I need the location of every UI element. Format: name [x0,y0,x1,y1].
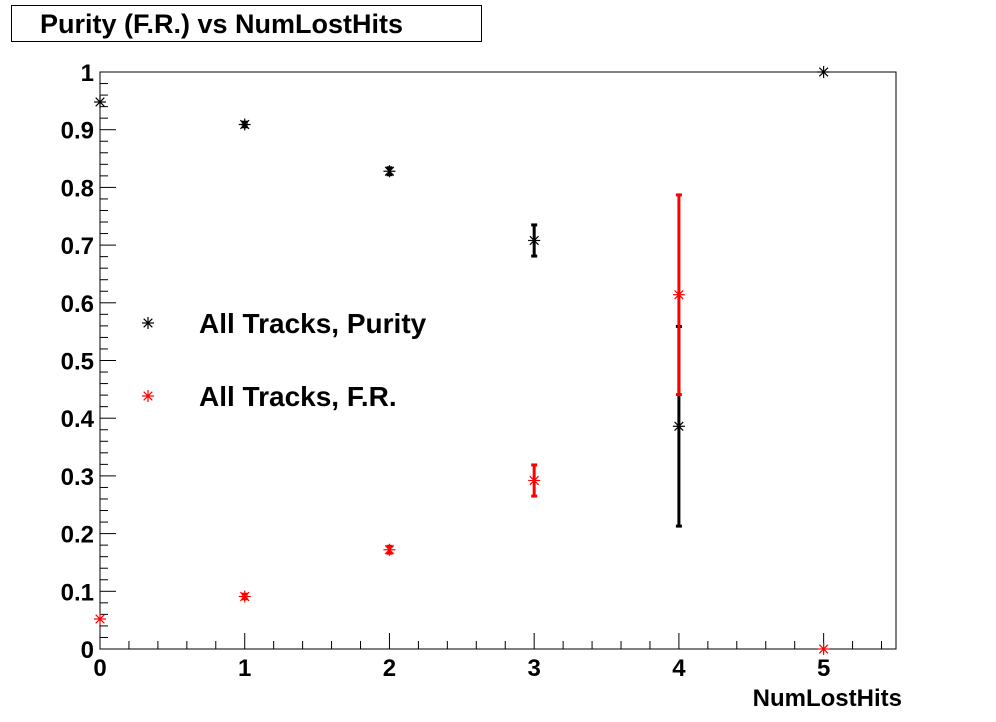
y-tick-label: 0.5 [61,349,94,376]
fr-point [238,590,251,603]
y-tick-label: 1 [81,60,94,87]
purity-point [238,118,251,131]
chart-title-box: Purity (F.R.) vs NumLostHits [11,5,482,42]
x-tick-label: 5 [817,655,830,682]
x-tick-label: 2 [383,655,396,682]
chart-title: Purity (F.R.) vs NumLostHits [40,9,404,39]
purity-point [383,165,396,178]
purity-point [94,96,106,109]
legend-marker [142,317,154,329]
x-axis-ticks [99,633,883,649]
y-tick-label: 0.7 [61,233,94,260]
y-tick-label: 0.8 [61,175,94,202]
data-points [94,66,830,655]
x-axis-tick-labels: 0 1 2 3 4 5 [93,655,830,682]
y-tick-label: 0 [81,637,94,664]
purity-point [672,420,685,433]
x-tick-label: 0 [93,655,106,682]
y-tick-label: 0.4 [61,406,95,433]
legend-label: All Tracks, F.R. [199,381,397,412]
y-tick-label: 0.2 [61,522,94,549]
purity-point [528,234,541,247]
fr-point [817,643,830,655]
purity-point [817,66,830,78]
y-tick-label: 0.6 [61,291,94,318]
y-tick-label: 0.3 [61,464,94,491]
fr-point [528,474,541,487]
y-tick-label: 0.1 [61,579,94,606]
y-axis-tick-labels: 0 0.1 0.2 0.3 0.4 0.5 0.6 0.7 0.8 0.9 1 [61,60,95,664]
legend: All Tracks, Purity All Tracks, F.R. [142,308,427,412]
legend-label: All Tracks, Purity [199,308,427,339]
legend-marker [142,390,154,402]
x-tick-label: 1 [238,655,251,682]
y-axis-ticks [100,71,116,650]
plot-frame [99,71,897,650]
x-tick-label: 4 [672,655,686,682]
fr-point [94,612,106,625]
x-axis-title: NumLostHits [753,685,902,712]
fr-point [383,543,396,556]
error-bars [241,120,682,601]
x-tick-label: 3 [528,655,541,682]
fr-point [672,288,685,301]
y-tick-label: 0.9 [61,118,94,145]
